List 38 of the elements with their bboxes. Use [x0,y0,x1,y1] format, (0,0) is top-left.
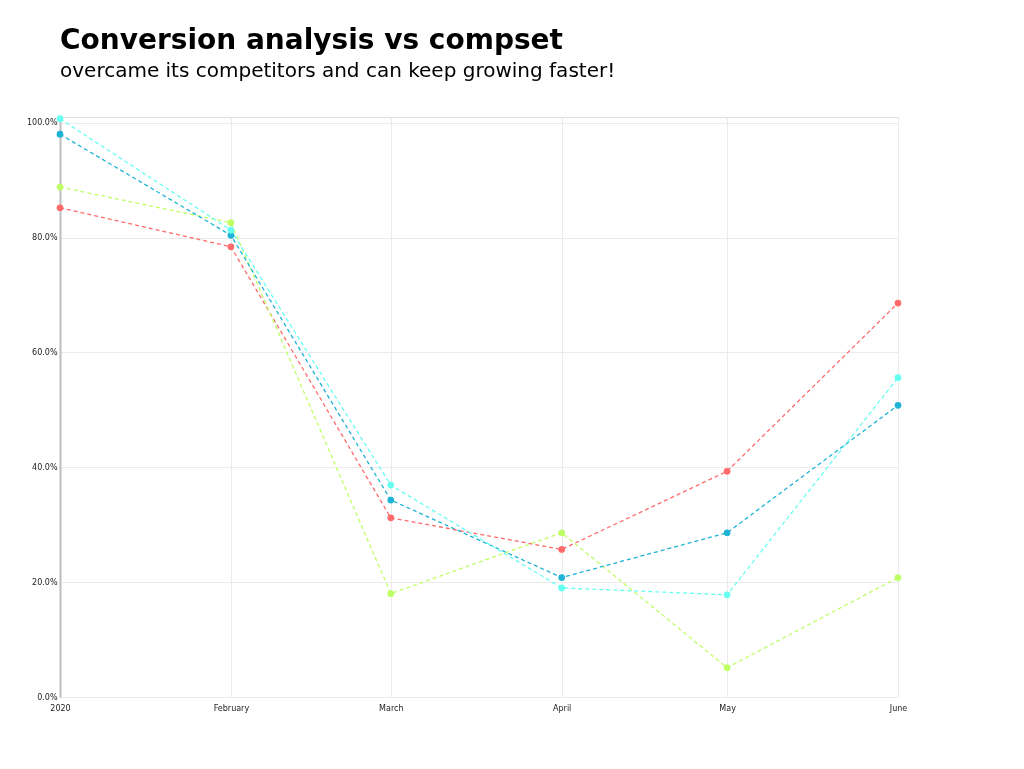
point [723,467,731,475]
y-tick-label: 20.0% [32,577,58,587]
x-tick-label: March [379,703,404,713]
chart-title: Conversion analysis vs compset [60,23,563,57]
x-tick-label: 2020 [50,703,71,713]
y-tick-label: 0.0% [37,692,58,702]
point [56,130,64,138]
point [723,591,731,599]
x-tick-label: June [888,703,908,713]
point [387,514,395,522]
chart-subtitle: overcame its competitors and can keep growing faster! [60,58,616,83]
y-tick-label: 60.0% [32,347,58,357]
point [227,219,235,227]
y-tick-label: 100.0% [26,118,58,128]
point [387,590,395,597]
point [227,226,235,234]
point [227,231,235,239]
point [558,584,566,592]
y-tick-label: 80.0% [32,233,58,243]
point [558,546,566,553]
point [387,496,395,504]
point [56,183,64,191]
point [56,115,64,123]
point [894,401,902,409]
point [558,529,566,537]
x-tick-label: April [553,703,572,713]
point [56,204,64,212]
point [558,574,566,581]
point [894,299,902,307]
point [723,529,731,537]
point [723,664,731,672]
point [894,574,902,581]
x-tick-label: May [719,703,737,713]
x-tick-label: February [213,703,250,713]
point [387,481,395,489]
point [227,243,235,251]
point [894,374,902,382]
y-tick-label: 40.0% [32,462,58,472]
